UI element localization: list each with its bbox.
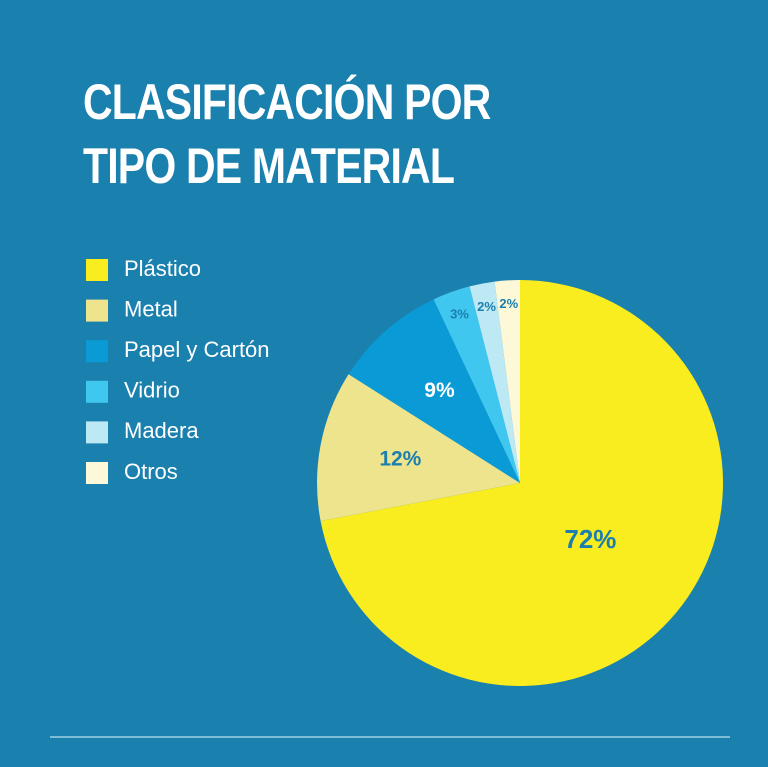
data-label: 9%: [424, 379, 455, 402]
pie-slice: [317, 374, 520, 522]
legend-swatch: [86, 421, 108, 444]
pie-slice: [469, 281, 520, 483]
legend-label: Vidrio: [124, 378, 180, 403]
legend-label: Plástico: [124, 256, 201, 281]
legend-swatch: [86, 259, 108, 281]
pie-slice: [433, 286, 520, 483]
legend-swatch: [86, 340, 108, 363]
legend-label: Otros: [124, 459, 178, 484]
data-label: 2%: [477, 299, 496, 314]
pie-slice: [320, 280, 723, 686]
legend-swatch: [86, 462, 108, 484]
legend-swatch: [86, 380, 108, 403]
legend-label: Papel y Cartón: [124, 337, 270, 362]
chart-title: CLASIFICACIÓN POR TIPO DE MATERIAL: [83, 74, 491, 194]
legend-swatch: [86, 299, 108, 322]
legend-label: Madera: [124, 418, 199, 443]
pie-slice: [348, 299, 520, 483]
data-label: 12%: [379, 448, 421, 471]
legend-label: Metal: [124, 296, 178, 321]
data-label: 72%: [564, 524, 616, 554]
pie-slice: [494, 280, 520, 483]
data-label: 3%: [450, 306, 469, 321]
data-label: 2%: [499, 296, 518, 311]
